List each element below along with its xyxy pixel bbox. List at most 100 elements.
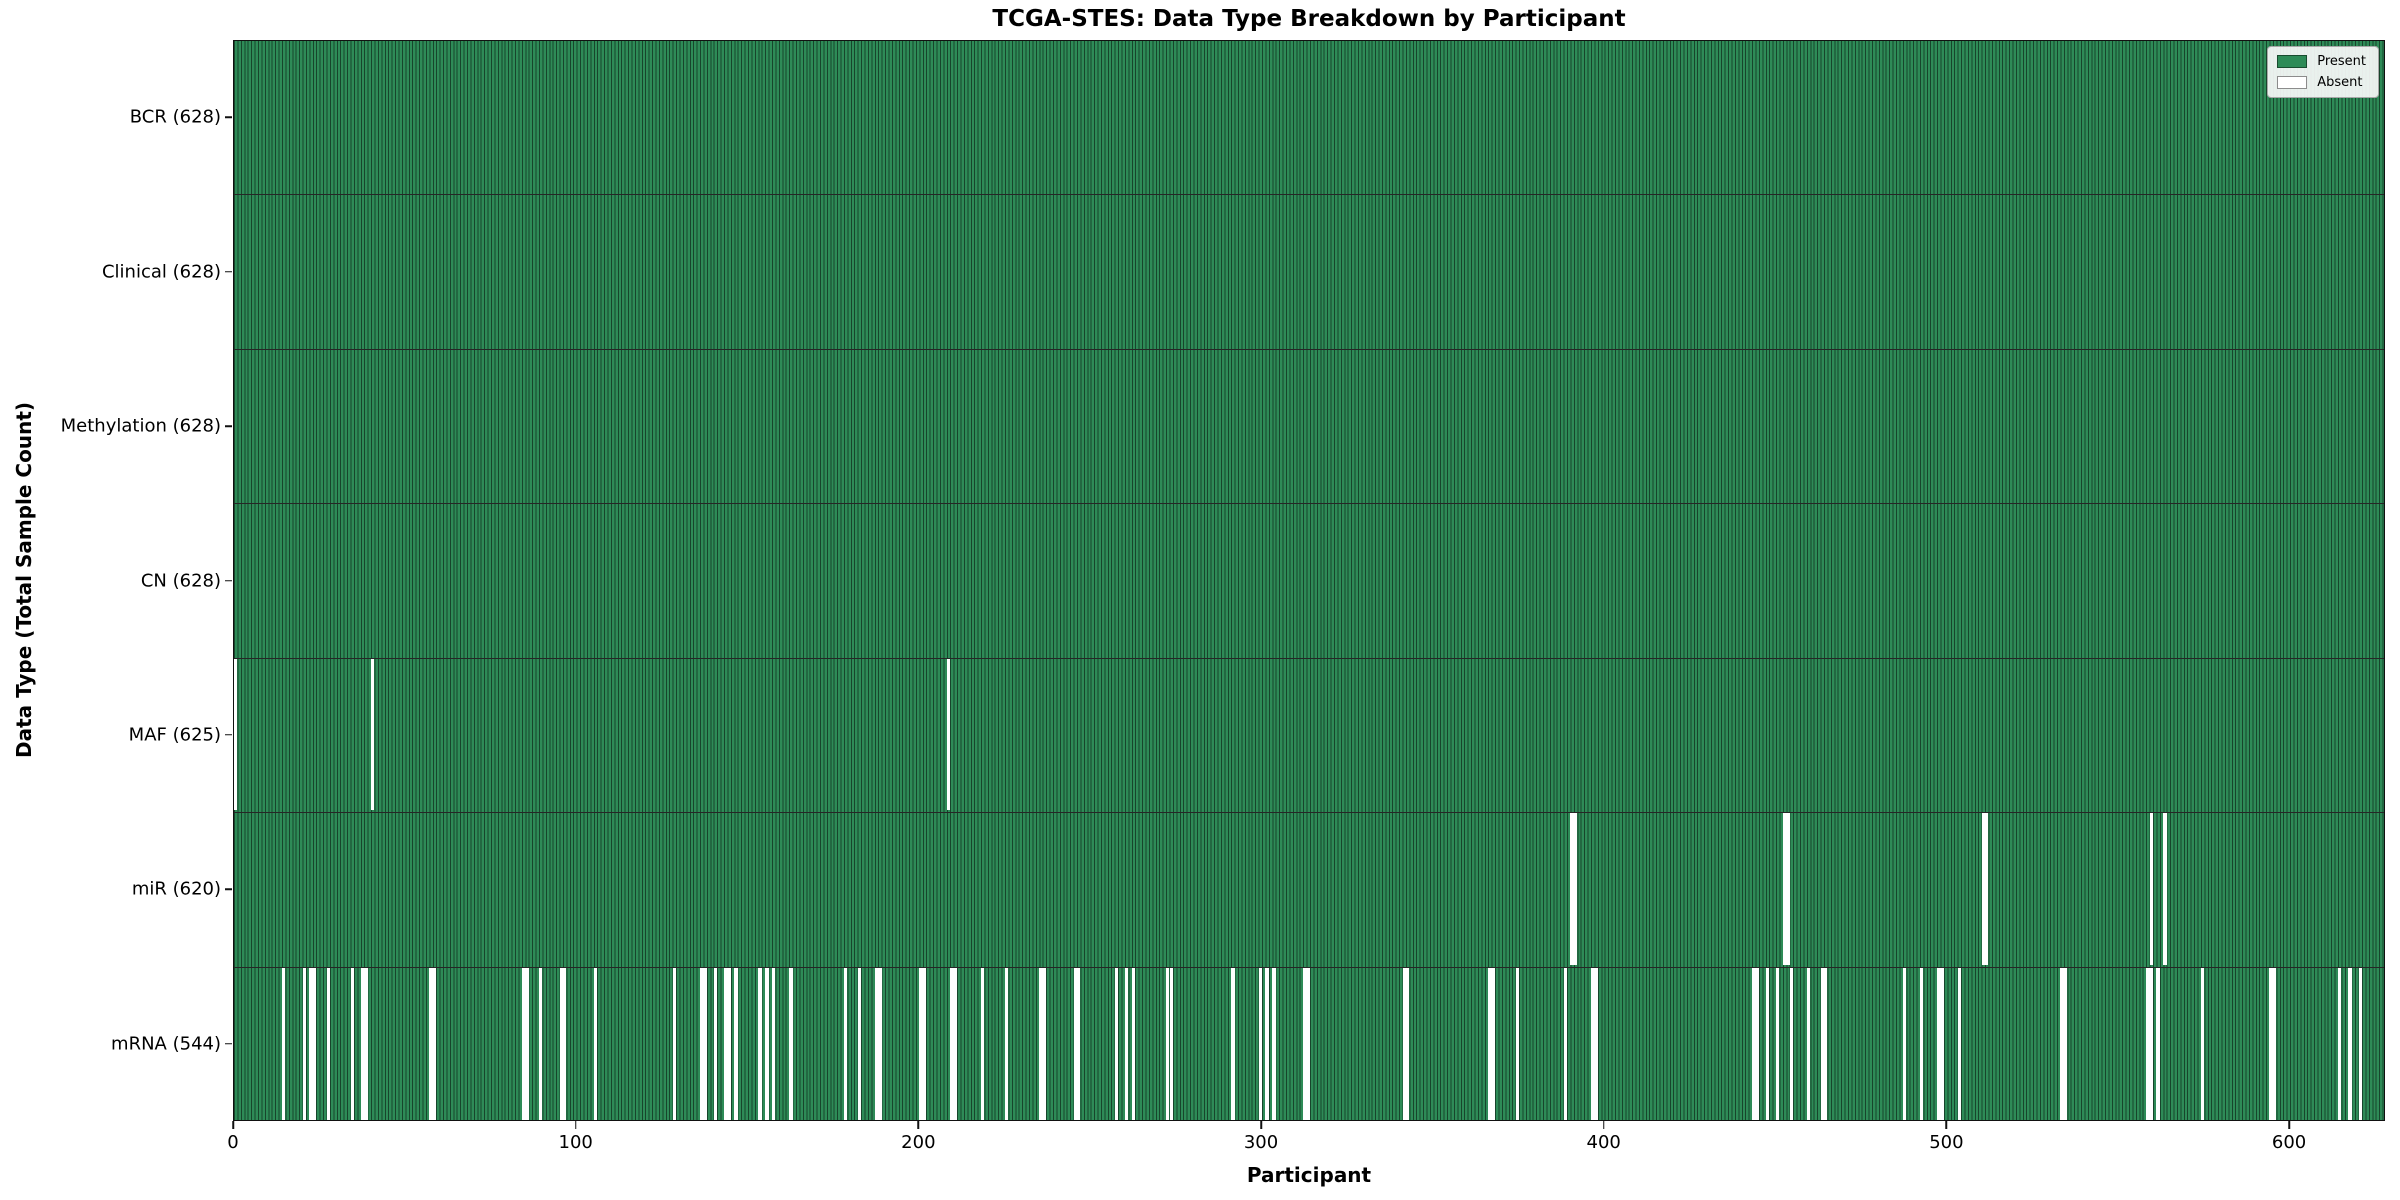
- legend-absent-swatch-icon: [2277, 76, 2308, 89]
- x-tick-label: 500: [1929, 1132, 1964, 1153]
- y-tick-label-mrna: mRNA (544): [111, 1033, 221, 1055]
- absent-gap: [2060, 967, 2064, 1120]
- absent-gap: [1306, 967, 1310, 1120]
- absent-gap: [302, 967, 306, 1120]
- absent-gap: [309, 967, 313, 1120]
- row-fill-present: [234, 504, 2384, 658]
- absent-gap: [946, 658, 951, 811]
- y-tick-mark: [225, 425, 232, 427]
- row-fill-present: [234, 658, 2384, 813]
- absent-gap: [2156, 967, 2160, 1120]
- absent-gap: [1820, 967, 1824, 1120]
- absent-gap: [2149, 813, 2153, 965]
- y-tick-mark: [225, 1043, 232, 1045]
- absent-gap: [1166, 967, 1170, 1120]
- absent-gap: [1776, 967, 1780, 1120]
- absent-gap: [312, 967, 317, 1120]
- absent-gap: [2200, 967, 2205, 1120]
- x-tick-label: 600: [2271, 1132, 2307, 1153]
- x-tick-label: 400: [1586, 1132, 1621, 1153]
- x-tick-mark: [917, 1121, 920, 1129]
- x-tick-mark: [1945, 1121, 1948, 1129]
- absent-gap: [1124, 967, 1129, 1120]
- absent-gap: [1981, 813, 1986, 965]
- absent-gap: [1957, 967, 1962, 1120]
- row-clinical: [234, 195, 2384, 350]
- row-fill-present: [234, 349, 2384, 504]
- row-methylation: [234, 349, 2384, 505]
- absent-gap: [1786, 813, 1790, 965]
- x-tick-mark: [1260, 1121, 1262, 1129]
- absent-gap: [2348, 967, 2352, 1120]
- absent-gap: [950, 967, 954, 1120]
- absent-gap: [2269, 967, 2273, 1120]
- row-fill-present: [234, 41, 2384, 195]
- absent-gap: [843, 967, 848, 1120]
- row-fill-present: [234, 195, 2384, 349]
- absent-gap: [1806, 967, 1811, 1120]
- x-tick-mark: [232, 1121, 234, 1129]
- y-tick-label-mir: miR (620): [131, 878, 221, 900]
- absent-gap: [922, 967, 927, 1120]
- absent-gap: [1789, 967, 1794, 1120]
- absent-gap: [538, 967, 543, 1120]
- absent-gap: [919, 967, 923, 1120]
- absent-gap: [1114, 967, 1119, 1120]
- legend-label: Present: [2317, 54, 2366, 69]
- absent-gap: [713, 967, 718, 1120]
- absent-gap: [1005, 967, 1009, 1120]
- x-tick-mark: [2288, 1121, 2290, 1129]
- absent-gap: [878, 967, 882, 1120]
- absent-gap: [703, 967, 707, 1120]
- absent-gap: [364, 967, 368, 1120]
- absent-gap: [1488, 967, 1492, 1120]
- x-tick-mark: [574, 1121, 577, 1129]
- y-tick-label-maf: MAF (625): [128, 724, 221, 746]
- absent-gap: [874, 967, 879, 1120]
- y-tick-label-bcr: BCR (628): [129, 106, 221, 128]
- absent-gap: [1265, 967, 1269, 1120]
- y-tick-mark: [225, 888, 232, 891]
- absent-gap: [2358, 967, 2362, 1120]
- row-maf: [234, 658, 2384, 814]
- chart-title: TCGA-STES: Data Type Breakdown by Partic…: [992, 6, 1626, 32]
- absent-gap: [772, 967, 776, 1120]
- absent-gap: [1752, 967, 1756, 1120]
- absent-gap: [2146, 967, 2150, 1120]
- absent-gap: [1402, 967, 1406, 1120]
- x-tick-label: 100: [558, 1132, 593, 1153]
- absent-gap: [700, 967, 704, 1120]
- absent-gap: [2272, 967, 2277, 1120]
- absent-gap: [1940, 967, 1944, 1120]
- absent-gap: [525, 967, 529, 1120]
- x-tick-label: 300: [1243, 1132, 1279, 1153]
- absent-gap: [1570, 813, 1574, 965]
- y-tick-label-cn: CN (628): [140, 570, 221, 591]
- absent-gap: [1985, 813, 1989, 965]
- absent-gap: [953, 967, 958, 1120]
- absent-gap: [1594, 967, 1598, 1120]
- absent-gap: [521, 967, 526, 1120]
- absent-gap: [2063, 967, 2068, 1120]
- absent-gap: [789, 967, 793, 1120]
- absent-gap: [432, 967, 437, 1120]
- absent-gap: [559, 967, 563, 1120]
- y-tick-mark: [225, 116, 232, 118]
- absent-gap: [2338, 967, 2342, 1120]
- y-tick-label-clinical: Clinical (628): [101, 261, 221, 283]
- absent-gap: [1076, 967, 1081, 1120]
- plot-area: [233, 40, 2385, 1121]
- absent-gap: [593, 967, 598, 1120]
- absent-gap: [1042, 967, 1047, 1120]
- row-mrna: [234, 967, 2384, 1120]
- absent-gap: [1258, 967, 1263, 1120]
- absent-gap: [1515, 967, 1520, 1120]
- legend: Present Absent: [2267, 46, 2379, 98]
- x-tick-mark: [1602, 1121, 1605, 1129]
- row-cn: [234, 504, 2384, 659]
- absent-gap: [360, 967, 365, 1120]
- x-tick-label: 0: [227, 1132, 239, 1153]
- legend-entry-present: Present: [2277, 54, 2366, 69]
- absent-gap: [1782, 813, 1787, 965]
